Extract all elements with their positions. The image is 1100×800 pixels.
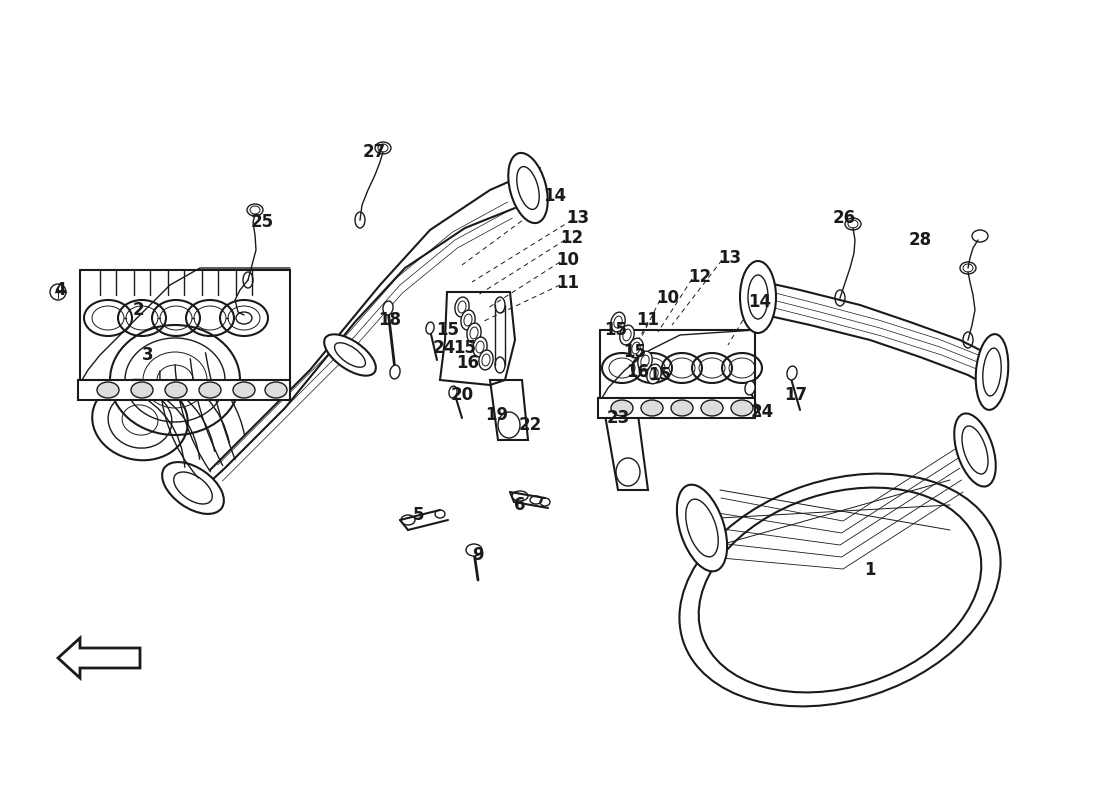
Ellipse shape: [426, 322, 434, 334]
Ellipse shape: [647, 364, 661, 384]
Text: 13: 13: [566, 209, 590, 227]
Text: 2: 2: [132, 301, 144, 319]
Text: 19: 19: [485, 406, 508, 424]
Text: 11: 11: [557, 274, 580, 292]
Text: 15: 15: [649, 366, 671, 384]
Ellipse shape: [265, 382, 287, 398]
Ellipse shape: [786, 366, 798, 380]
Ellipse shape: [162, 462, 224, 514]
Ellipse shape: [610, 400, 632, 416]
Ellipse shape: [389, 365, 400, 379]
Text: 15: 15: [605, 321, 627, 339]
Text: 15: 15: [624, 343, 647, 361]
Text: 12: 12: [560, 229, 584, 247]
Ellipse shape: [976, 334, 1009, 410]
Ellipse shape: [455, 297, 469, 317]
Ellipse shape: [745, 381, 755, 395]
Ellipse shape: [165, 382, 187, 398]
Text: 6: 6: [515, 496, 526, 514]
Ellipse shape: [199, 382, 221, 398]
Text: 24: 24: [432, 339, 455, 357]
Text: 10: 10: [557, 251, 580, 269]
Ellipse shape: [701, 400, 723, 416]
Text: 14: 14: [543, 187, 566, 205]
Ellipse shape: [233, 382, 255, 398]
Ellipse shape: [619, 325, 635, 345]
Ellipse shape: [954, 414, 996, 486]
Ellipse shape: [740, 261, 776, 333]
Text: 16: 16: [456, 354, 480, 372]
Text: 27: 27: [362, 143, 386, 161]
Ellipse shape: [466, 323, 481, 343]
Ellipse shape: [629, 338, 644, 358]
Text: 10: 10: [657, 289, 680, 307]
Ellipse shape: [676, 485, 727, 571]
Ellipse shape: [638, 351, 652, 371]
Text: 15: 15: [437, 321, 460, 339]
Ellipse shape: [324, 334, 376, 376]
Text: 22: 22: [518, 416, 541, 434]
Text: 23: 23: [606, 409, 629, 427]
Ellipse shape: [131, 382, 153, 398]
Text: 4: 4: [54, 281, 66, 299]
Text: 9: 9: [472, 546, 484, 564]
Ellipse shape: [461, 310, 475, 330]
Ellipse shape: [97, 382, 119, 398]
Ellipse shape: [473, 337, 487, 357]
Text: 12: 12: [689, 268, 712, 286]
Text: 13: 13: [718, 249, 741, 267]
Ellipse shape: [732, 400, 754, 416]
Text: 14: 14: [748, 293, 771, 311]
Text: 11: 11: [637, 311, 660, 329]
Ellipse shape: [466, 544, 482, 556]
Text: 1: 1: [865, 561, 876, 579]
Text: 25: 25: [251, 213, 274, 231]
Ellipse shape: [449, 386, 458, 398]
Text: 3: 3: [142, 346, 154, 364]
Ellipse shape: [610, 312, 625, 332]
Ellipse shape: [478, 350, 493, 370]
Text: 17: 17: [784, 386, 807, 404]
Text: 16: 16: [627, 363, 649, 381]
Polygon shape: [78, 380, 290, 400]
Text: 26: 26: [833, 209, 856, 227]
Text: 20: 20: [450, 386, 474, 404]
Text: 28: 28: [909, 231, 932, 249]
Ellipse shape: [508, 153, 548, 223]
Ellipse shape: [383, 301, 393, 315]
Text: 5: 5: [412, 506, 424, 524]
Text: 24: 24: [750, 403, 773, 421]
Ellipse shape: [641, 400, 663, 416]
Text: 15: 15: [453, 339, 476, 357]
Text: 18: 18: [378, 311, 402, 329]
Polygon shape: [598, 398, 755, 418]
Ellipse shape: [671, 400, 693, 416]
